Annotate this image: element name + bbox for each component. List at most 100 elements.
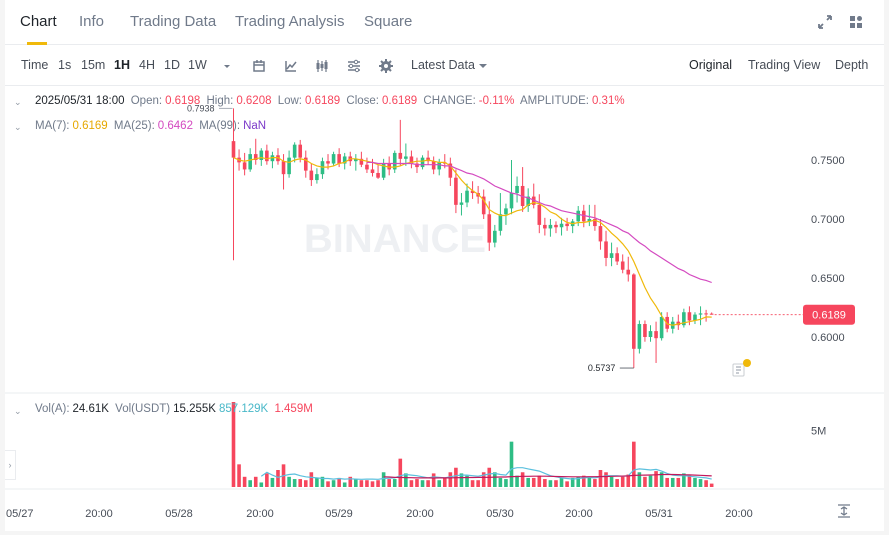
ma-info: MA(7): 0.6169 MA(25): 0.6462 MA(99): NaN	[35, 120, 269, 132]
volume-bar	[287, 476, 291, 487]
volume-bar	[331, 480, 336, 487]
candle-body	[637, 324, 642, 349]
volume-bar	[387, 479, 391, 487]
gear-icon[interactable]	[378, 58, 394, 74]
volume-bar	[281, 464, 286, 487]
annotation-note-icon[interactable]	[730, 358, 754, 378]
fit-to-screen-icon[interactable]	[836, 503, 852, 519]
candle-date: 2025/05/31 18:00	[35, 95, 125, 107]
interval-1h[interactable]: 1H	[114, 58, 130, 72]
volume-bar	[370, 481, 375, 487]
amplitude-value: 0.31%	[591, 95, 625, 107]
tab-trading-data[interactable]: Trading Data	[130, 13, 217, 30]
x-tick-label: 05/28	[165, 508, 193, 520]
volume-bar	[292, 479, 297, 487]
collapse-ohlc-chevron-icon[interactable]: ⌄	[14, 97, 22, 107]
x-tick-label: 20:00	[406, 508, 434, 520]
indicator-icon[interactable]	[283, 58, 299, 74]
volume-bar	[693, 477, 697, 487]
candle-body	[504, 208, 508, 215]
x-tick-label: 05/31	[645, 508, 673, 520]
y-tick-label: 0.6500	[811, 273, 845, 285]
candle-body	[520, 185, 525, 207]
x-tick-label: 20:00	[565, 508, 593, 520]
tab-chart[interactable]: Chart	[20, 13, 57, 30]
interval-4h[interactable]: 4H	[139, 58, 155, 72]
active-tab-indicator	[27, 42, 47, 45]
interval-1w[interactable]: 1W	[188, 58, 207, 72]
candle-body	[543, 224, 547, 229]
volume-bar	[392, 479, 397, 487]
y-tick-label: 0.7000	[811, 214, 845, 226]
collapse-ma-chevron-icon[interactable]: ⌄	[14, 122, 22, 132]
candle-body	[470, 190, 475, 194]
tab-trading-analysis[interactable]: Trading Analysis	[235, 13, 345, 30]
candle-body	[354, 158, 358, 162]
volume-bar	[498, 477, 503, 487]
view-original[interactable]: Original	[689, 58, 733, 72]
vol-usdt-value: 15.255K	[173, 403, 216, 415]
candle-body	[426, 157, 430, 162]
view-trading-view[interactable]: Trading View	[748, 58, 821, 72]
interval-1d[interactable]: 1D	[164, 58, 180, 72]
volume-bar	[676, 477, 681, 487]
candle-body	[576, 210, 581, 222]
interval-time[interactable]: Time	[21, 58, 49, 72]
candle-body	[342, 156, 347, 164]
candle-body	[309, 170, 314, 181]
vol-usdt-label: Vol(USDT)	[115, 403, 171, 415]
expand-icon[interactable]	[816, 13, 834, 31]
tab-square[interactable]: Square	[364, 13, 413, 30]
candle-body	[265, 150, 269, 162]
candle-style-icon[interactable]	[314, 58, 330, 74]
interval-15m[interactable]: 15m	[81, 58, 106, 72]
current-price-tag	[803, 304, 855, 325]
candle-body	[643, 324, 647, 337]
tab-info[interactable]: Info	[79, 13, 105, 30]
change-label: CHANGE:	[423, 95, 476, 107]
candle-body	[632, 274, 636, 349]
chart-settings-sliders-icon[interactable]	[346, 58, 362, 74]
volume-bar	[442, 477, 447, 487]
latest-data-dropdown[interactable]: Latest Data	[411, 58, 475, 72]
interval-1s[interactable]: 1s	[58, 58, 72, 72]
candle-body	[348, 156, 353, 162]
candle-body	[604, 241, 608, 258]
volume-bar	[593, 479, 597, 487]
more-intervals-chevron-icon[interactable]	[219, 58, 235, 74]
volume-bar	[687, 475, 692, 487]
volume-bar	[470, 480, 475, 487]
volume-bar	[643, 476, 647, 487]
candle-body	[665, 316, 669, 329]
candle-body	[693, 314, 697, 321]
candle-body	[448, 163, 453, 178]
expand-side-panel-button[interactable]: ›	[5, 450, 16, 480]
vol-ma2-value: 1.459M	[274, 403, 313, 415]
calendar-icon[interactable]	[251, 58, 267, 74]
min-price-label: 0.5737	[588, 363, 616, 373]
volume-bar	[259, 482, 264, 487]
watermark-text: BINANCE	[304, 217, 486, 261]
candle-body	[559, 223, 564, 228]
candle-body	[248, 154, 252, 170]
volume-bar	[620, 476, 625, 487]
x-tick-label: 05/30	[486, 508, 514, 520]
candle-body	[437, 162, 442, 170]
candle-body	[598, 226, 603, 242]
candle-body	[398, 152, 403, 159]
ma25-label: MA(25):	[113, 120, 155, 132]
view-depth[interactable]: Depth	[835, 58, 869, 72]
candle-body	[270, 155, 275, 162]
grid-layout-icon[interactable]	[847, 13, 865, 31]
volume-bar	[504, 479, 508, 487]
volume-bar	[626, 474, 631, 487]
volume-bar	[581, 475, 586, 487]
candle-body	[615, 253, 619, 262]
volume-bar	[665, 477, 669, 487]
collapse-vol-chevron-icon[interactable]: ⌄	[14, 406, 22, 416]
volume-bar	[670, 477, 675, 487]
volume-bar	[404, 473, 408, 487]
y-tick-label: 0.7500	[811, 155, 845, 167]
volume-bar	[570, 477, 575, 487]
candle-body	[593, 219, 597, 227]
